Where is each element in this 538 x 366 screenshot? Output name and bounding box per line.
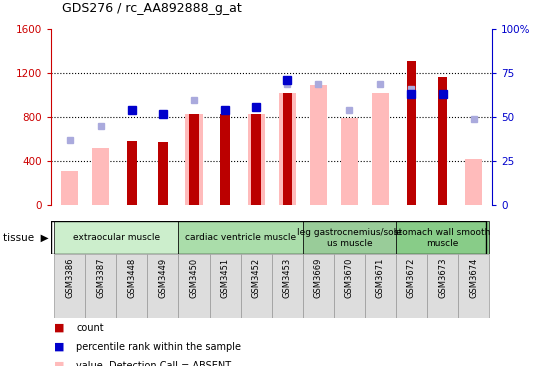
Bar	[251, 114, 261, 205]
Bar	[396, 221, 489, 254]
Text: GSM3671: GSM3671	[376, 258, 385, 298]
Bar	[93, 148, 109, 205]
Bar	[438, 77, 447, 205]
Text: ■: ■	[54, 341, 65, 352]
Text: extraocular muscle: extraocular muscle	[73, 234, 160, 242]
Bar	[54, 254, 86, 318]
Bar	[189, 114, 199, 205]
Bar	[396, 254, 427, 318]
Bar	[86, 254, 116, 318]
Text: value, Detection Call = ABSENT: value, Detection Call = ABSENT	[76, 361, 231, 366]
Bar	[465, 159, 482, 205]
Bar	[427, 254, 458, 318]
Bar	[365, 254, 396, 318]
Text: ■: ■	[54, 361, 65, 366]
Text: GSM3670: GSM3670	[345, 258, 354, 298]
Bar	[372, 93, 389, 205]
Bar	[147, 254, 179, 318]
Bar	[282, 93, 292, 205]
Text: leg gastrocnemius/sole
us muscle: leg gastrocnemius/sole us muscle	[297, 228, 402, 248]
Bar	[158, 142, 168, 205]
Text: stomach wall smooth
muscle: stomach wall smooth muscle	[394, 228, 491, 248]
Text: ■: ■	[54, 322, 65, 333]
Text: GSM3387: GSM3387	[96, 258, 105, 298]
Text: GSM3453: GSM3453	[283, 258, 292, 298]
Text: GSM3669: GSM3669	[314, 258, 323, 298]
Bar	[303, 221, 396, 254]
Bar	[116, 254, 147, 318]
Text: tissue  ▶: tissue ▶	[3, 233, 48, 243]
Text: GSM3672: GSM3672	[407, 258, 416, 298]
Bar	[272, 254, 303, 318]
Text: GSM3452: GSM3452	[252, 258, 260, 298]
Text: GSM3448: GSM3448	[128, 258, 137, 298]
Text: percentile rank within the sample: percentile rank within the sample	[76, 341, 242, 352]
Bar	[210, 254, 240, 318]
Bar	[279, 93, 296, 205]
Text: cardiac ventricle muscle: cardiac ventricle muscle	[185, 234, 296, 242]
Bar	[221, 114, 230, 205]
Bar	[179, 254, 210, 318]
Text: GDS276 / rc_AA892888_g_at: GDS276 / rc_AA892888_g_at	[62, 1, 242, 15]
Text: count: count	[76, 322, 104, 333]
Bar	[179, 221, 303, 254]
Bar	[303, 254, 334, 318]
Text: GSM3451: GSM3451	[221, 258, 230, 298]
Bar	[310, 85, 327, 205]
Bar	[240, 254, 272, 318]
Bar	[407, 61, 416, 205]
Bar	[61, 171, 79, 205]
Text: GSM3674: GSM3674	[469, 258, 478, 298]
Bar	[334, 254, 365, 318]
Bar	[341, 118, 358, 205]
Text: GSM3673: GSM3673	[438, 258, 447, 298]
Bar	[458, 254, 489, 318]
Text: GSM3386: GSM3386	[65, 258, 74, 298]
Text: GSM3450: GSM3450	[189, 258, 199, 298]
Bar	[54, 221, 179, 254]
Bar	[247, 114, 265, 205]
Bar	[186, 114, 203, 205]
Bar	[127, 141, 137, 205]
Text: GSM3449: GSM3449	[159, 258, 167, 298]
